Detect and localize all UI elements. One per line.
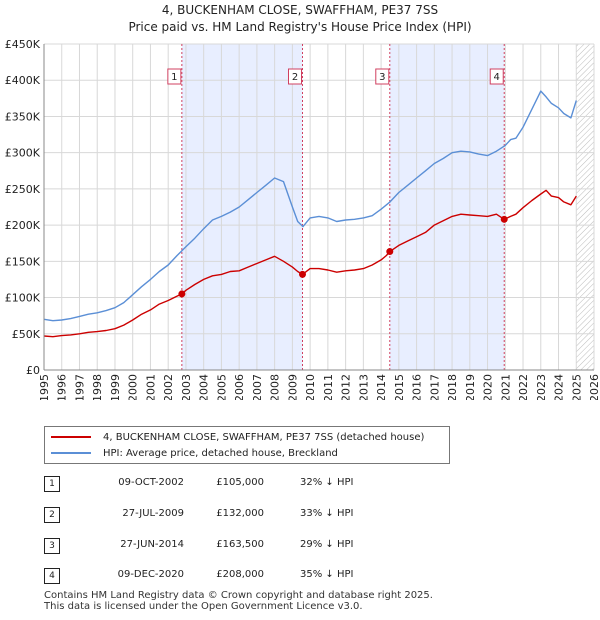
x-tick-label: 1996 [56, 374, 69, 400]
y-tick-label: £250K [5, 183, 41, 196]
x-tick-label: 2013 [357, 374, 370, 400]
y-tick-label: £50K [12, 328, 41, 341]
x-tick-label: 2014 [375, 374, 388, 400]
footer-licence: This data is licensed under the Open Gov… [44, 601, 363, 612]
table-row: 1 09-OCT-2002 £105,000 32% ↓ HPI [44, 476, 444, 492]
x-tick-label: 2006 [233, 374, 246, 400]
sale-point [178, 290, 186, 298]
transaction-number: 2 [44, 507, 60, 523]
x-tick-label: 2016 [411, 374, 424, 400]
transaction-number: 1 [44, 476, 60, 492]
sale-label-box [375, 68, 390, 85]
legend-label-price-paid: 4, BUCKENHAM CLOSE, SWAFFHAM, PE37 7SS (… [103, 431, 425, 443]
price-line-swatch [51, 436, 91, 438]
sale-point [386, 248, 394, 256]
y-tick-label: £200K [5, 219, 41, 232]
x-tick-label: 2022 [517, 374, 530, 400]
transaction-date: 27-JUN-2014 [120, 539, 184, 550]
table-row: 2 27-JUL-2009 £132,000 33% ↓ HPI [44, 507, 444, 523]
x-tick-label: 2004 [198, 374, 211, 400]
x-tick-label: 2025 [570, 374, 583, 400]
ownership-period-shade [389, 44, 505, 370]
sale-label-text: 1 [171, 72, 177, 83]
projection-hatch [576, 44, 594, 370]
transaction-hpi-diff: 29% ↓ HPI [300, 539, 354, 550]
chart-subtitle: Price paid vs. HM Land Registry's House … [128, 20, 472, 34]
x-tick-label: 2018 [446, 374, 459, 400]
y-tick-label: £300K [5, 147, 41, 160]
sale-label-box [167, 68, 182, 85]
transaction-hpi-diff: 33% ↓ HPI [300, 508, 354, 519]
x-tick-label: 2012 [340, 374, 353, 400]
x-tick-label: 1999 [109, 374, 122, 400]
transaction-date: 09-DEC-2020 [117, 569, 184, 580]
footer: Contains HM Land Registry data © Crown c… [44, 590, 433, 612]
x-tick-label: 2003 [180, 374, 193, 400]
y-tick-label: £150K [5, 255, 41, 268]
legend-item-hpi: HPI: Average price, detached house, Brec… [51, 446, 338, 460]
sale-label-box [288, 68, 302, 85]
transaction-date: 27-JUL-2009 [122, 508, 184, 519]
x-tick-label: 2021 [499, 374, 512, 400]
sale-label-box [489, 68, 504, 85]
x-tick-label: 2026 [588, 374, 600, 400]
ownership-period-shade [181, 44, 303, 370]
x-tick-label: 1995 [38, 374, 51, 400]
hpi-line-swatch [51, 452, 91, 454]
footer-copyright: Contains HM Land Registry data © Crown c… [44, 590, 433, 601]
table-row: 3 27-JUN-2014 £163,500 29% ↓ HPI [44, 538, 444, 554]
x-tick-label: 2010 [304, 374, 317, 400]
hpi-line [43, 90, 577, 322]
sale-label-text: 3 [379, 72, 385, 83]
x-tick-label: 2005 [215, 374, 228, 400]
y-tick-label: £0 [26, 364, 40, 377]
legend-item-price-paid: 4, BUCKENHAM CLOSE, SWAFFHAM, PE37 7SS (… [51, 430, 424, 444]
x-tick-label: 2023 [535, 374, 548, 400]
y-tick-label: £100K [5, 292, 41, 305]
sale-point [500, 215, 508, 223]
transaction-price: £208,000 [216, 569, 264, 580]
x-tick-label: 2001 [144, 374, 157, 400]
transaction-price: £105,000 [216, 477, 264, 488]
y-tick-label: £400K [5, 74, 41, 87]
x-tick-label: 2007 [251, 374, 264, 400]
transaction-price: £163,500 [216, 539, 264, 550]
transaction-hpi-diff: 32% ↓ HPI [300, 477, 354, 488]
x-tick-label: 2017 [428, 374, 441, 400]
x-tick-label: 2011 [322, 374, 335, 400]
x-tick-label: 2000 [127, 374, 140, 400]
x-tick-label: 2002 [162, 374, 175, 400]
price-chart: 1 2 3 4 £0 £50K £100K £150K £200K £250K £300K £350… [5, 38, 600, 400]
x-tick-label: 2008 [269, 374, 282, 400]
transaction-date: 09-OCT-2002 [118, 477, 184, 488]
x-tick-label: 2015 [393, 374, 406, 400]
y-tick-label: £350K [5, 110, 41, 123]
transaction-number: 4 [44, 568, 60, 584]
transaction-hpi-diff: 35% ↓ HPI [300, 569, 354, 580]
x-tick-label: 1998 [91, 374, 104, 400]
sale-point [299, 270, 306, 278]
chart-title: 4, BUCKENHAM CLOSE, SWAFFHAM, PE37 7SS [161, 3, 439, 17]
x-tick-label: 2020 [482, 374, 495, 400]
plot-background [44, 44, 594, 370]
x-tick-label: 2019 [464, 374, 477, 400]
legend: 4, BUCKENHAM CLOSE, SWAFFHAM, PE37 7SS (… [44, 426, 450, 464]
sale-label-text: 2 [292, 72, 298, 83]
sale-label-text: 4 [494, 72, 500, 83]
x-tick-label: 2024 [553, 374, 566, 400]
y-tick-label: £450K [5, 38, 41, 51]
legend-label-hpi: HPI: Average price, detached house, Brec… [103, 447, 338, 459]
transaction-price: £132,000 [216, 508, 264, 519]
x-tick-label: 2009 [286, 374, 299, 400]
x-tick-label: 1997 [73, 374, 86, 400]
table-row: 4 09-DEC-2020 £208,000 35% ↓ HPI [44, 568, 444, 584]
transaction-number: 3 [44, 538, 60, 554]
